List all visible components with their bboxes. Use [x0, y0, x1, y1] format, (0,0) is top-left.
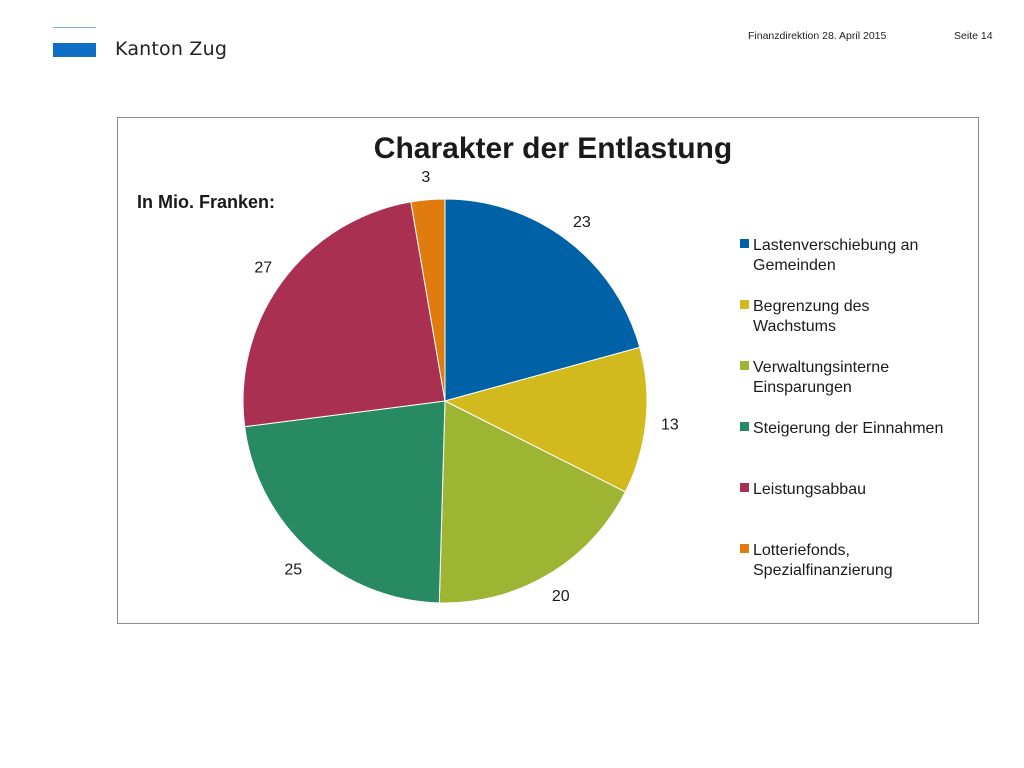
pie-slice — [444, 198, 641, 402]
legend-item: Steigerung der Einnahmen — [740, 420, 943, 437]
chart-subtitle: In Mio. Franken: — [137, 192, 275, 212]
legend-item: Begrenzung des Wachstums — [740, 298, 870, 335]
page-number: Seite 14 — [954, 30, 993, 42]
data-label: 27 — [254, 260, 272, 277]
legend-label: Steigerung der Einnahmen — [753, 420, 943, 437]
data-labels: 23 13 20 25 27 3 — [254, 169, 678, 605]
chart-title: Charakter der Entlastung — [374, 132, 732, 165]
pie-slice — [244, 400, 446, 604]
legend-item: Verwaltungsinterne Einsparungen — [740, 359, 889, 396]
logo-line — [53, 27, 96, 28]
legend-item: Lastenverschiebung an Gemeinden — [740, 237, 918, 274]
legend-label: Leistungsabbau — [753, 481, 866, 498]
legend-label: Spezialfinanzierung — [753, 562, 893, 579]
legend-swatch — [740, 300, 749, 309]
legend-label: Verwaltungsinterne — [753, 359, 889, 376]
pie-slice — [438, 400, 627, 604]
legend-label: Einsparungen — [753, 379, 852, 396]
header-meta: Finanzdirektion 28. April 2015 — [748, 30, 887, 42]
legend-label: Lotteriefonds, — [753, 542, 850, 559]
legend-label: Wachstums — [753, 318, 836, 335]
legend: Lastenverschiebung an Gemeinden Begrenzung… — [740, 237, 943, 579]
data-label: 23 — [573, 214, 591, 231]
data-label: 20 — [552, 588, 570, 605]
brand-name: Kanton Zug — [115, 38, 228, 60]
pie-slices — [242, 198, 648, 604]
legend-swatch — [740, 239, 749, 248]
legend-label: Gemeinden — [753, 257, 836, 274]
legend-item: Leistungsabbau — [740, 481, 866, 498]
legend-swatch — [740, 483, 749, 492]
legend-label: Lastenverschiebung an — [753, 237, 918, 254]
legend-label: Begrenzung des — [753, 298, 870, 315]
kanton-zug-logo: Kanton Zug — [53, 27, 233, 67]
pie-slice — [242, 201, 446, 428]
pie-slice — [443, 346, 648, 493]
legend-swatch — [740, 361, 749, 370]
legend-swatch — [740, 544, 749, 553]
data-label: 25 — [284, 562, 302, 579]
data-label: 13 — [661, 416, 679, 433]
pie-slice — [410, 198, 446, 402]
logo-bar — [53, 43, 96, 57]
legend-swatch — [740, 422, 749, 431]
legend-item: Lotteriefonds, Spezialfinanzierung — [740, 542, 893, 579]
data-label: 3 — [421, 169, 430, 186]
